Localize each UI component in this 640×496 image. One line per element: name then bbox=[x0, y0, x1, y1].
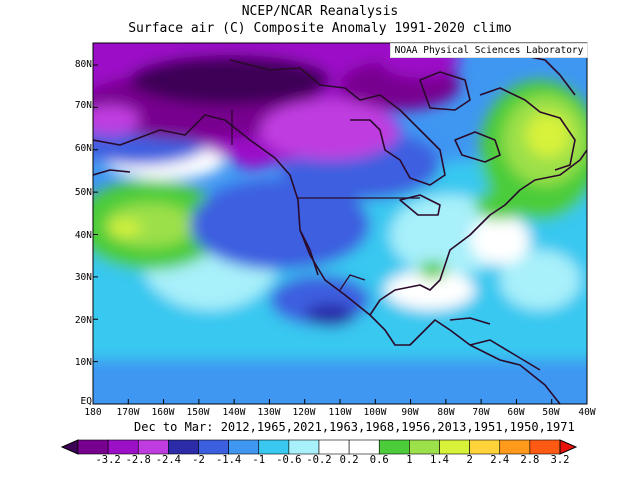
colorbar-swatch bbox=[378, 439, 410, 455]
colorbar-swatch bbox=[318, 439, 350, 455]
lon-label: 70W bbox=[472, 407, 490, 418]
colorbar-label: -2.8 bbox=[125, 454, 151, 466]
lat-label: 40N bbox=[74, 230, 92, 241]
colorbar-swatch bbox=[107, 439, 139, 455]
colorbar-label: -0.2 bbox=[306, 454, 332, 466]
colorbar-swatch bbox=[469, 439, 501, 455]
colorbar-label: 1 bbox=[406, 454, 413, 466]
lat-label: 10N bbox=[74, 357, 92, 368]
lon-label: 180 bbox=[84, 407, 102, 418]
colorbar-swatch bbox=[137, 439, 169, 455]
lon-label: 120W bbox=[292, 407, 316, 418]
map-subtitle: Surface air (C) Composite Anomaly 1991-2… bbox=[128, 21, 512, 36]
lon-label: 170W bbox=[116, 407, 140, 418]
colorbar-label: 1.4 bbox=[430, 454, 449, 466]
lon-label: 90W bbox=[401, 407, 419, 418]
lat-label: 30N bbox=[74, 272, 92, 283]
colorbar-label: 0.6 bbox=[369, 454, 389, 466]
lat-label: 80N bbox=[74, 59, 92, 70]
colorbar-swatch bbox=[499, 439, 531, 455]
lat-label: 60N bbox=[74, 143, 92, 154]
lon-label: 110W bbox=[328, 407, 352, 418]
colorbar-label: -0.6 bbox=[276, 454, 302, 466]
colorbar-label: -1 bbox=[252, 454, 266, 466]
coastlines bbox=[93, 54, 587, 404]
lat-label: 70N bbox=[74, 100, 92, 111]
lon-label: 160W bbox=[151, 407, 175, 418]
colorbar-swatch bbox=[228, 439, 260, 455]
lat-label: 50N bbox=[74, 187, 92, 198]
lon-label: 100W bbox=[363, 407, 387, 418]
colorbar-swatch bbox=[439, 439, 470, 455]
colorbar-label: -2 bbox=[192, 454, 205, 466]
colorbar-label: 0.2 bbox=[339, 454, 359, 466]
colorbar-label: 3.2 bbox=[550, 454, 570, 466]
lon-label: 40W bbox=[578, 407, 596, 418]
credit-label: NOAA Physical Sciences Laboratory bbox=[390, 43, 588, 58]
colorbar-label: 2 bbox=[466, 454, 473, 466]
colorbar-high-arrow bbox=[559, 439, 578, 455]
lat-label: EQ bbox=[80, 396, 92, 407]
map-title: NCEP/NCAR Reanalysis bbox=[241, 4, 399, 19]
colorbar-label: -2.4 bbox=[155, 454, 182, 466]
colorbar-swatch bbox=[288, 439, 320, 455]
lon-label: 60W bbox=[507, 407, 525, 418]
lat-label: 20N bbox=[74, 315, 92, 326]
colorbar-label: 2.4 bbox=[490, 454, 510, 466]
colorbar-swatch bbox=[529, 439, 561, 455]
colorbar-swatch bbox=[77, 439, 109, 455]
lon-label: 130W bbox=[257, 407, 281, 418]
colorbar bbox=[60, 439, 578, 455]
colorbar-swatch bbox=[258, 439, 290, 455]
lon-label: 150W bbox=[186, 407, 210, 418]
colorbar-swatch bbox=[348, 439, 380, 455]
caption: Dec to Mar: 2012,1965,2021,1963,1968,195… bbox=[134, 420, 575, 434]
anomaly-field bbox=[93, 43, 587, 404]
colorbar-label: 2.8 bbox=[520, 454, 540, 466]
colorbar-swatch bbox=[168, 439, 199, 455]
colorbar-label: -1.4 bbox=[215, 454, 242, 466]
colorbar-low-arrow bbox=[60, 439, 79, 455]
lon-label: 140W bbox=[222, 407, 246, 418]
lon-label: 50W bbox=[542, 407, 560, 418]
colorbar-swatch bbox=[409, 439, 440, 455]
colorbar-swatch bbox=[198, 439, 229, 455]
colorbar-label: -3.2 bbox=[95, 454, 121, 466]
lon-label: 80W bbox=[437, 407, 455, 418]
